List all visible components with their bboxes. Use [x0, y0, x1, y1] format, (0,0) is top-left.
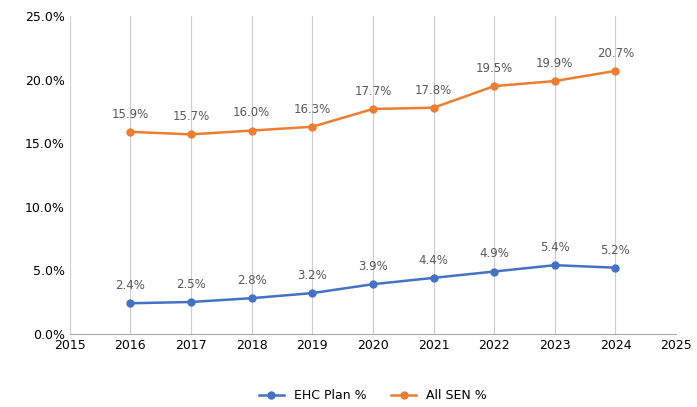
Text: 3.9%: 3.9% [358, 260, 388, 273]
Text: 2.5%: 2.5% [176, 278, 206, 291]
EHC Plan % [611, 265, 620, 270]
Text: 16.0%: 16.0% [233, 107, 270, 119]
Text: 15.9%: 15.9% [112, 108, 149, 121]
EHC Plan % [187, 300, 195, 304]
Legend: EHC Plan %, All SEN %: EHC Plan %, All SEN % [254, 385, 492, 407]
Text: 19.5%: 19.5% [475, 62, 513, 75]
Text: 4.9%: 4.9% [480, 247, 509, 260]
Text: 3.2%: 3.2% [298, 269, 327, 282]
Text: 17.8%: 17.8% [415, 83, 452, 96]
All SEN % [490, 84, 498, 89]
Text: 17.7%: 17.7% [354, 85, 392, 98]
EHC Plan % [308, 291, 316, 295]
Line: All SEN %: All SEN % [127, 68, 619, 138]
Text: 19.9%: 19.9% [536, 57, 574, 70]
All SEN % [187, 132, 195, 137]
EHC Plan % [490, 269, 498, 274]
All SEN % [308, 124, 316, 129]
All SEN % [247, 128, 256, 133]
Text: 15.7%: 15.7% [172, 110, 210, 123]
Text: 20.7%: 20.7% [597, 47, 634, 60]
Text: 5.2%: 5.2% [601, 244, 630, 256]
EHC Plan % [126, 301, 135, 306]
Text: 2.4%: 2.4% [116, 279, 145, 292]
All SEN % [611, 68, 620, 73]
Text: 4.4%: 4.4% [419, 254, 448, 267]
EHC Plan % [369, 282, 377, 287]
Line: EHC Plan %: EHC Plan % [127, 262, 619, 307]
Text: 2.8%: 2.8% [237, 274, 266, 287]
All SEN % [551, 79, 559, 83]
All SEN % [126, 129, 135, 134]
All SEN % [429, 105, 438, 110]
Text: 5.4%: 5.4% [540, 241, 569, 254]
EHC Plan % [429, 276, 438, 280]
All SEN % [369, 107, 377, 112]
EHC Plan % [551, 263, 559, 268]
EHC Plan % [247, 296, 256, 301]
Text: 16.3%: 16.3% [293, 103, 331, 116]
